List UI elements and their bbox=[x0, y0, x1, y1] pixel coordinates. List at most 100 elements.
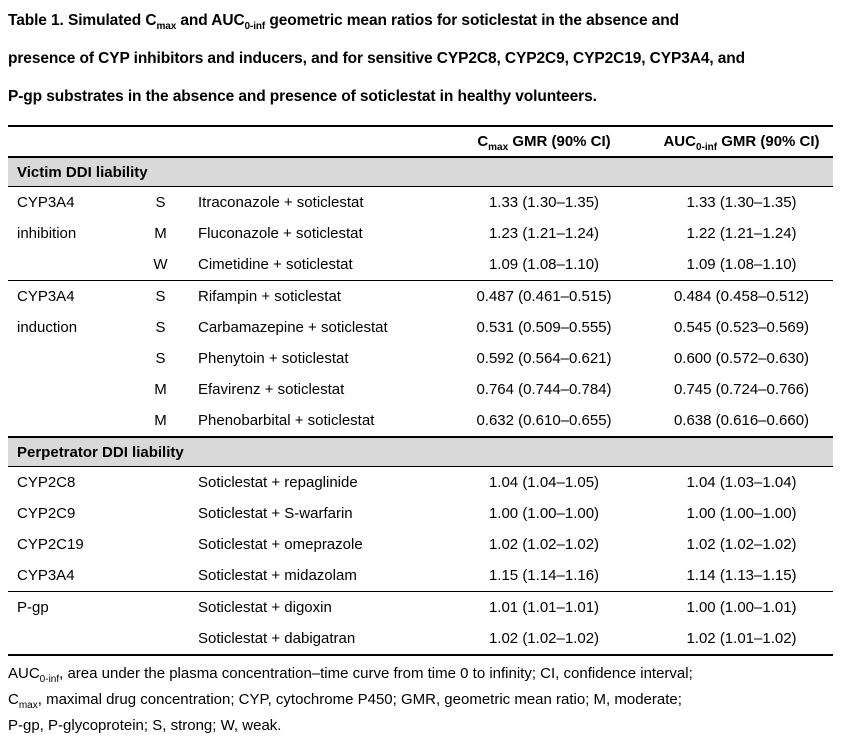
auc-value-cell: 0.600 (0.572–0.630) bbox=[673, 350, 810, 367]
cmax-value-cell: 1.02 (1.02–1.02) bbox=[488, 536, 600, 553]
auc-value-cell: 1.04 (1.03–1.04) bbox=[686, 474, 797, 491]
cmax-value-cell: 1.01 (1.01–1.01) bbox=[438, 591, 650, 623]
drug-pair-cell: Efavirenz + soticlestat bbox=[198, 381, 345, 398]
cmax-value-cell: 1.23 (1.21–1.24) bbox=[488, 225, 600, 242]
auc-value-cell: 1.00 (1.00–1.01) bbox=[650, 591, 833, 623]
table-title: Table 1. Simulated Cmax and AUC0-inf geo… bbox=[8, 2, 833, 116]
auc-value-cell: 0.745 (0.724–0.766) bbox=[673, 381, 810, 398]
table-row: M Phenobarbital + soticlestat 0.632 (0.6… bbox=[8, 405, 833, 437]
mechanism-cell: CYP3A4 induction bbox=[8, 280, 133, 437]
strength-cell bbox=[133, 529, 188, 560]
auc-value-cell: 1.14 (1.13–1.15) bbox=[686, 567, 797, 584]
title-subscript-auc: 0-inf bbox=[244, 21, 266, 33]
section-header-victim: Victim DDI liability bbox=[8, 157, 833, 187]
table-row: CYP2C8 Soticlestat + repaglinide 1.04 (1… bbox=[8, 467, 833, 499]
drug-pair-cell: Soticlestat + omeprazole bbox=[198, 536, 363, 553]
header-text: GMR (90% CI) bbox=[717, 133, 820, 150]
table-row: Soticlestat + dabigatran 1.02 (1.02–1.02… bbox=[8, 623, 833, 655]
enzyme-cell: P-gp bbox=[8, 591, 133, 655]
strength-cell bbox=[133, 623, 188, 655]
auc-value-cell: 1.00 (1.00–1.00) bbox=[686, 505, 797, 522]
enzyme-cell: CYP3A4 bbox=[17, 567, 75, 584]
title-subscript-cmax: max bbox=[156, 21, 177, 33]
auc-value-cell: 1.22 (1.21–1.24) bbox=[686, 225, 797, 242]
table-row: CYP3A4 induction S Rifampin + soticlestat… bbox=[8, 280, 833, 437]
drug-pair-cell: Soticlestat + digoxin bbox=[188, 591, 438, 623]
table-row: M Fluconazole + soticlestat 1.23 (1.21–1… bbox=[8, 218, 833, 249]
footnote-line-3: P-gp, P-glycoprotein; S, strong; W, weak… bbox=[8, 717, 282, 734]
footnote-line-1: AUC0-inf, area under the plasma concentr… bbox=[8, 661, 833, 687]
table-row: M Efavirenz + soticlestat 0.764 (0.744–0… bbox=[8, 374, 833, 405]
strength-cell: S bbox=[133, 280, 188, 312]
cmax-value-cell: 1.04 (1.04–1.05) bbox=[488, 474, 600, 491]
cmax-value-cell: 0.764 (0.744–0.784) bbox=[476, 381, 612, 398]
table-title-line-2: presence of CYP inhibitors and inducers,… bbox=[8, 50, 746, 67]
table-title-line-3: P-gp substrates in the absence and prese… bbox=[8, 88, 597, 105]
auc-value-cell: 1.02 (1.02–1.02) bbox=[686, 536, 797, 553]
table-footnote: AUC0-inf, area under the plasma concentr… bbox=[8, 661, 833, 739]
strength-cell: M bbox=[154, 412, 167, 429]
strength-cell bbox=[133, 498, 188, 529]
drug-pair-cell: Phenobarbital + soticlestat bbox=[198, 412, 375, 429]
table-row: P-gp Soticlestat + digoxin 1.01 (1.01–1.… bbox=[8, 591, 833, 655]
header-text: GMR (90% CI) bbox=[508, 133, 611, 150]
auc-column-header: AUC0-inf GMR (90% CI) bbox=[650, 126, 833, 158]
strength-cell: S bbox=[155, 350, 166, 367]
cmax-value-cell: 1.00 (1.00–1.00) bbox=[488, 505, 600, 522]
cmax-value-cell: 0.632 (0.610–0.655) bbox=[476, 412, 612, 429]
enzyme-cell: CYP2C19 bbox=[17, 536, 84, 553]
empty-header-cell bbox=[188, 126, 438, 158]
drug-pair-cell: Rifampin + soticlestat bbox=[188, 280, 438, 312]
footnote-subscript-cmax: max bbox=[18, 700, 38, 711]
table-header-row: Cmax GMR (90% CI) AUC0-inf GMR (90% CI) bbox=[8, 126, 833, 158]
mechanism-line-1: CYP3A4 bbox=[17, 288, 75, 305]
empty-header-cell bbox=[133, 126, 188, 158]
mechanism-cell: CYP3A4 inhibition bbox=[8, 187, 133, 281]
enzyme-cell: CYP2C8 bbox=[17, 474, 76, 491]
title-text: and AUC bbox=[176, 12, 245, 29]
strength-cell: M bbox=[154, 381, 167, 398]
strength-cell: W bbox=[153, 256, 168, 273]
drug-pair-cell: Soticlestat + midazolam bbox=[198, 567, 357, 584]
table-row: CYP2C9 Soticlestat + S-warfarin 1.00 (1.… bbox=[8, 498, 833, 529]
empty-header-cell bbox=[8, 126, 133, 158]
strength-cell bbox=[133, 560, 188, 592]
strength-cell bbox=[133, 591, 188, 623]
table-row: S Carbamazepine + soticlestat 0.531 (0.5… bbox=[8, 312, 833, 343]
table-row: W Cimetidine + soticlestat 1.09 (1.08–1.… bbox=[8, 249, 833, 281]
mechanism-line-1: CYP3A4 bbox=[17, 194, 75, 211]
auc-value-cell: 0.484 (0.458–0.512) bbox=[650, 280, 833, 312]
drug-pair-cell: Cimetidine + soticlestat bbox=[198, 256, 353, 273]
table-row: S Phenytoin + soticlestat 0.592 (0.564–0… bbox=[8, 343, 833, 374]
strength-cell: S bbox=[155, 194, 166, 211]
auc-value-cell: 1.02 (1.01–1.02) bbox=[686, 630, 797, 647]
header-subscript: max bbox=[488, 142, 509, 153]
cmax-value-cell: 1.33 (1.30–1.35) bbox=[488, 194, 600, 211]
strength-cell: S bbox=[155, 319, 166, 336]
footnote-line-2: Cmax, maximal drug concentration; CYP, c… bbox=[8, 687, 833, 713]
drug-pair-cell: Phenytoin + soticlestat bbox=[198, 350, 349, 367]
table-row: CYP3A4 Soticlestat + midazolam 1.15 (1.1… bbox=[8, 560, 833, 592]
header-subscript: 0-inf bbox=[695, 142, 718, 153]
footnote-text: , maximal drug concentration; CYP, cytoc… bbox=[37, 691, 682, 708]
cmax-value-cell: 1.09 (1.08–1.10) bbox=[488, 256, 600, 273]
table-row: CYP2C19 Soticlestat + omeprazole 1.02 (1… bbox=[8, 529, 833, 560]
footnote-subscript-auc: 0-inf bbox=[39, 674, 60, 685]
cmax-value-cell: 0.487 (0.461–0.515) bbox=[438, 280, 650, 312]
auc-value-cell: 1.33 (1.30–1.35) bbox=[686, 194, 797, 211]
footnote-text: C bbox=[8, 691, 19, 708]
cmax-value-cell: 1.02 (1.02–1.02) bbox=[488, 630, 600, 647]
cmax-column-header: Cmax GMR (90% CI) bbox=[438, 126, 650, 158]
drug-pair-cell: Soticlestat + dabigatran bbox=[198, 630, 356, 647]
footnote-text: AUC bbox=[8, 665, 40, 682]
cmax-value-cell: 0.531 (0.509–0.555) bbox=[476, 319, 612, 336]
drug-pair-cell: Fluconazole + soticlestat bbox=[198, 225, 363, 242]
header-text: C bbox=[477, 133, 489, 150]
cmax-value-cell: 1.15 (1.14–1.16) bbox=[488, 567, 600, 584]
drug-pair-cell: Itraconazole + soticlestat bbox=[198, 194, 364, 211]
section-header-perpetrator: Perpetrator DDI liability bbox=[8, 436, 833, 467]
table-title-line-1: Table 1. Simulated Cmax and AUC0-inf geo… bbox=[8, 2, 833, 40]
section-label: Perpetrator DDI liability bbox=[8, 436, 833, 467]
auc-value-cell: 0.638 (0.616–0.660) bbox=[673, 412, 810, 429]
